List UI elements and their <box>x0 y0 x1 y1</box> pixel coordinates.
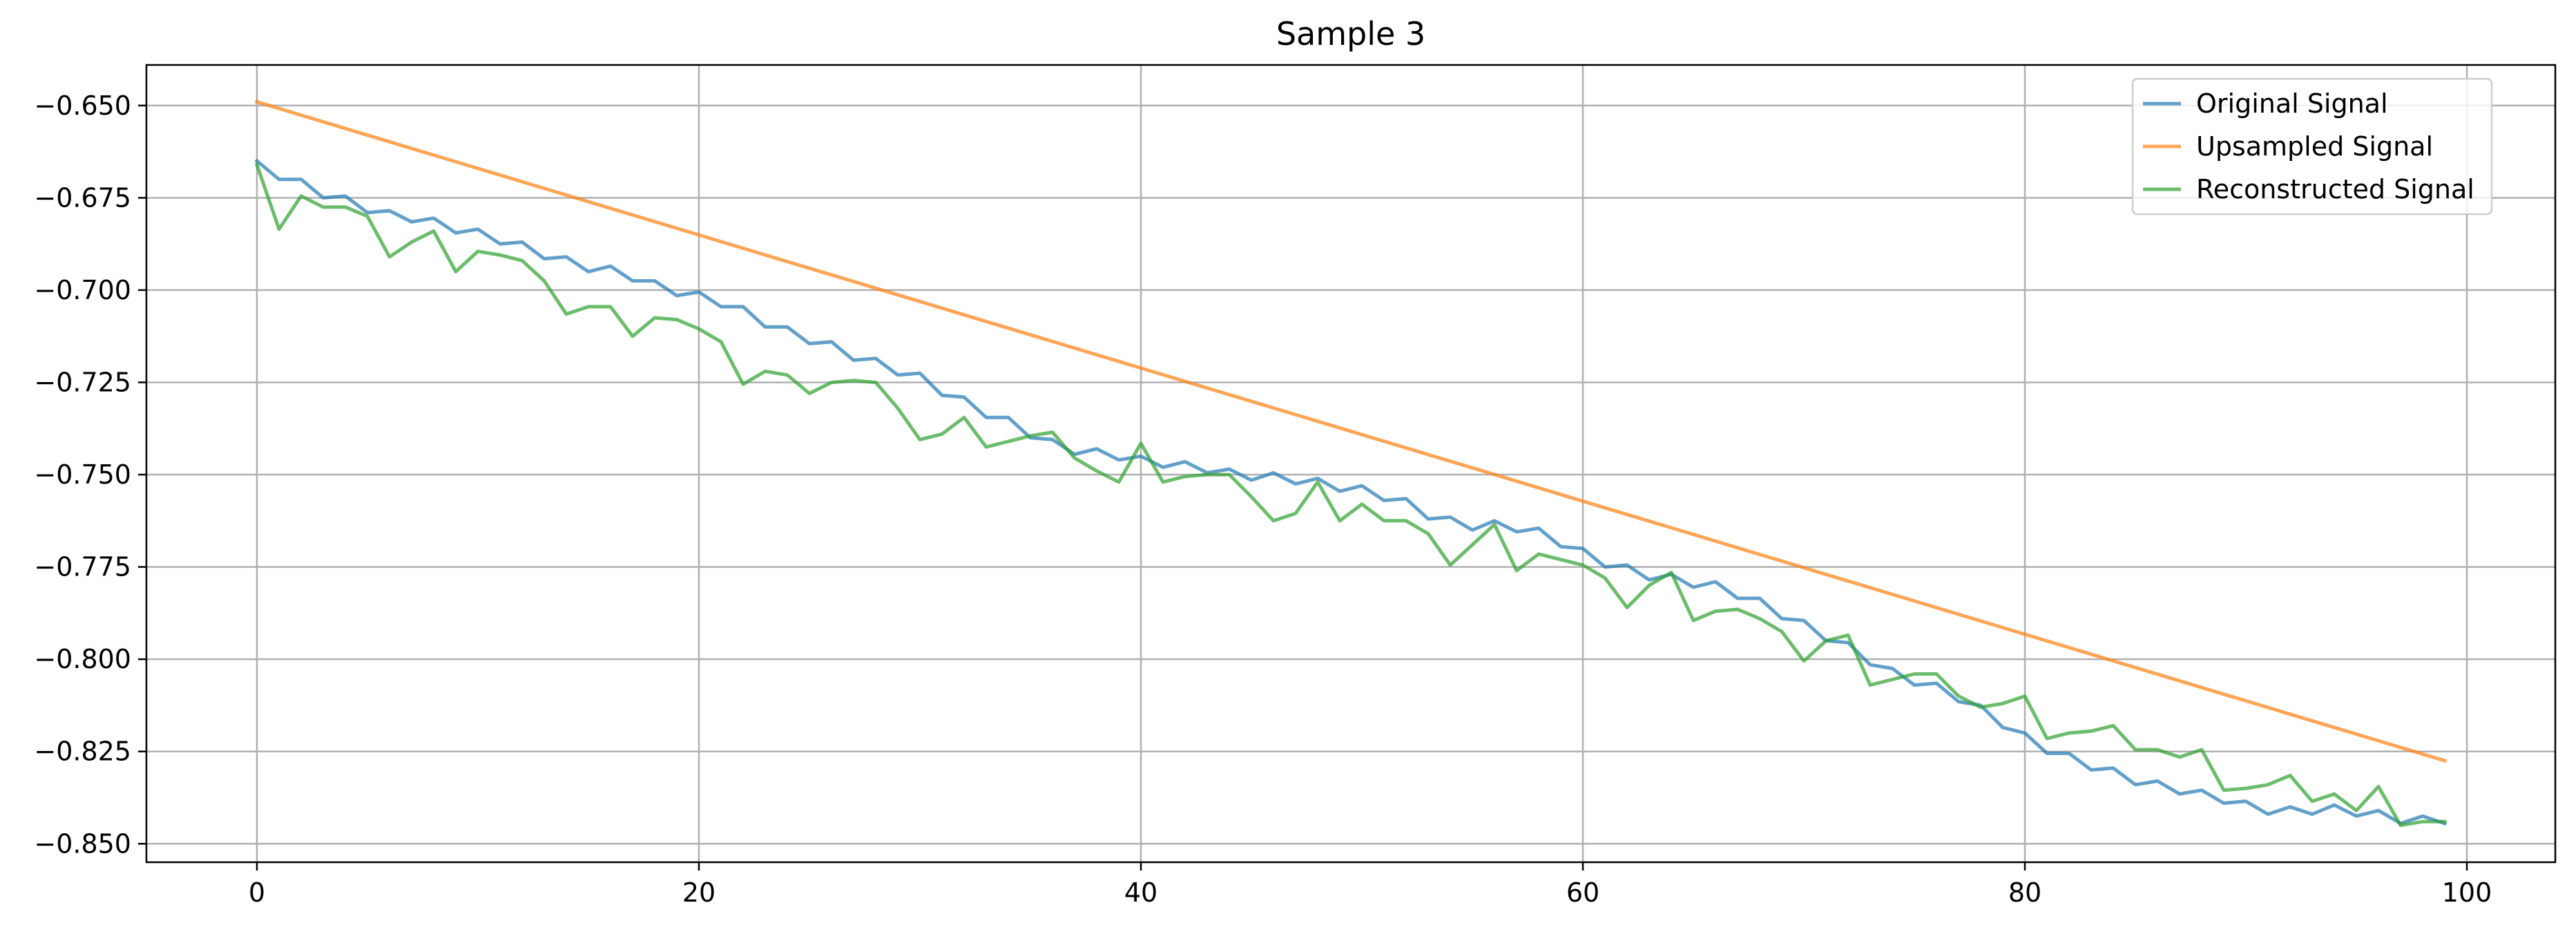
series-line-original-signal <box>254 158 2448 826</box>
series-line-upsampled-signal <box>254 99 2448 763</box>
x-tick-label: 0 <box>249 877 265 908</box>
series-line-reconstructed-signal <box>254 162 2447 828</box>
x-tick-label: 20 <box>682 877 715 908</box>
legend: Original Signal Upsampled Signal Reconstru… <box>2131 77 2493 216</box>
legend-label-upsampled-signal: Upsampled Signal <box>2196 131 2433 162</box>
y-tick-label: −0.825 <box>34 736 131 767</box>
y-tick-label: −0.775 <box>34 552 131 582</box>
x-tick-label: 40 <box>1124 877 1157 908</box>
x-tick-label: 80 <box>2008 877 2041 908</box>
series-layer <box>254 99 2448 828</box>
y-tick-label: −0.675 <box>34 182 131 213</box>
grid-layer <box>146 65 2555 862</box>
plot-area-frame <box>145 64 2557 864</box>
ticks-layer: 0 20 40 60 80 100 −0.650 −0.675 −0.700 −0.725 −0.7… <box>34 91 2492 908</box>
legend-label-reconstructed-signal: Reconstructed Signal <box>2196 174 2474 205</box>
y-tick-label: −0.700 <box>34 275 131 305</box>
y-tick-label: −0.650 <box>34 91 131 121</box>
y-tick-label: −0.800 <box>34 644 131 674</box>
x-tick-label: 60 <box>1566 877 1599 908</box>
chart-title: Sample 3 <box>1276 15 1425 53</box>
y-tick-label: −0.725 <box>34 367 131 397</box>
y-tick-label: −0.750 <box>34 459 131 490</box>
legend-box <box>2131 77 2493 216</box>
x-tick-label: 100 <box>2442 877 2492 908</box>
legend-label-original-signal: Original Signal <box>2196 88 2388 119</box>
y-tick-label: −0.850 <box>34 828 131 859</box>
